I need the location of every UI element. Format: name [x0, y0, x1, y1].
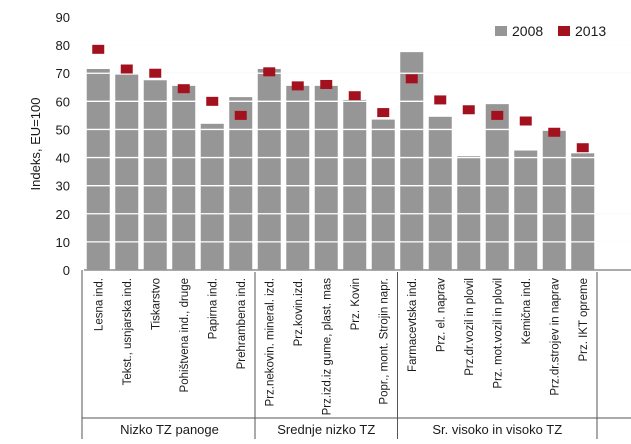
y-axis-ticks: 0 10 20 30 40 50 60 70 80 90 — [56, 10, 70, 278]
y-tick-label: 20 — [56, 207, 70, 222]
x-tick-label: Prz.nekovin. mineral. izd. — [264, 278, 276, 406]
group-label: Srednje nizko TZ — [277, 422, 375, 437]
bar-2008 — [200, 123, 224, 270]
marker-2013 — [548, 127, 561, 137]
x-tick-label: Pohištvena ind., druge — [179, 278, 191, 392]
bar-2008 — [143, 80, 167, 270]
marker-2013 — [263, 67, 276, 77]
marker-2013 — [405, 74, 418, 84]
x-tick-label: Popr., mont. Strojin napr. — [378, 278, 390, 405]
x-tick-label: Prz. mot.vozil in plovil — [492, 278, 504, 389]
x-tick-label: Prz. el. naprav — [435, 278, 447, 352]
legend-swatch-2008 — [495, 26, 507, 36]
x-tick-label: Kemična ind. — [521, 278, 533, 344]
marker-2013 — [149, 68, 162, 78]
y-tick-label: 50 — [56, 122, 70, 137]
y-tick-label: 10 — [56, 235, 70, 250]
x-tick-label: Tiskarstvo — [150, 278, 162, 330]
legend-label-2008: 2008 — [512, 23, 543, 39]
marker-2013 — [92, 44, 105, 54]
bar-2008 — [542, 130, 566, 270]
legend: 2008 2013 — [495, 23, 606, 39]
marker-2013 — [348, 91, 361, 101]
marker-2013 — [291, 81, 304, 91]
x-tick-label: Prz. IKT opreme — [578, 278, 590, 362]
y-tick-label: 90 — [56, 10, 70, 25]
bar-2008 — [286, 85, 310, 270]
marker-2013 — [234, 110, 247, 120]
marker-2013 — [320, 79, 333, 89]
marker-2013 — [491, 110, 504, 120]
bar-2008 — [115, 74, 139, 270]
group-label: Nizko TZ panoge — [120, 422, 219, 437]
bars-2008 — [84, 16, 631, 271]
y-tick-label: 40 — [56, 151, 70, 166]
x-tick-label: Prehrambena ind. — [236, 278, 248, 369]
marker-2013 — [206, 96, 219, 106]
y-axis-title: Indeks, EU=100 — [28, 98, 43, 191]
y-tick-label: 70 — [56, 66, 70, 81]
legend-swatch-2013 — [558, 26, 570, 36]
marker-2013 — [434, 95, 447, 105]
legend-label-2013: 2013 — [575, 23, 606, 39]
x-tick-label: Tekst., usnjarska ind. — [122, 278, 134, 385]
bar-2008 — [343, 99, 367, 270]
x-tick-label: Prz. Kovin — [350, 278, 362, 330]
y-tick-label: 80 — [56, 38, 70, 53]
y-tick-label: 0 — [63, 263, 70, 278]
bar-2008 — [457, 156, 481, 270]
bar-2008 — [400, 52, 424, 271]
bar-2008 — [314, 85, 338, 270]
group-label: Sr. visoko in visoko TZ — [432, 422, 562, 437]
y-tick-label: 30 — [56, 179, 70, 194]
x-axis-category-labels: Lesna ind. Tekst., usnjarska ind. Tiskarst… — [93, 278, 590, 416]
bar-2008 — [571, 153, 595, 270]
bar-2008 — [86, 69, 110, 270]
x-tick-label: Lesna ind. — [93, 278, 105, 331]
marker-2013 — [519, 116, 532, 126]
x-tick-label: Prz.kovin.izd. — [293, 278, 305, 346]
marker-2013 — [377, 108, 390, 118]
marker-2013 — [120, 64, 133, 74]
x-tick-label: Prz.dr.strojev in naprav — [549, 278, 561, 396]
bar-2008 — [428, 116, 452, 271]
marker-2013 — [576, 143, 589, 153]
x-tick-label: Prz.dr.vozil in plovil — [464, 278, 476, 376]
x-tick-label: Farmacevtska ind. — [407, 278, 419, 372]
markers-2013 — [92, 44, 589, 153]
marker-2013 — [177, 84, 190, 94]
y-tick-label: 60 — [56, 94, 70, 109]
bar-2008 — [172, 85, 196, 270]
bar-2008 — [229, 97, 253, 270]
x-tick-label: Papirna ind. — [207, 278, 219, 339]
bar-2008 — [514, 150, 538, 270]
x-tick-label: Prz.izd.iz gume, plast. mas — [321, 278, 333, 416]
category-groups: Nizko TZ panoge Srednje nizko TZ Sr. visok… — [81, 270, 631, 439]
bar-2008 — [485, 104, 509, 271]
bar-2008 — [371, 119, 395, 270]
bar-2008 — [257, 69, 281, 270]
marker-2013 — [462, 105, 475, 115]
